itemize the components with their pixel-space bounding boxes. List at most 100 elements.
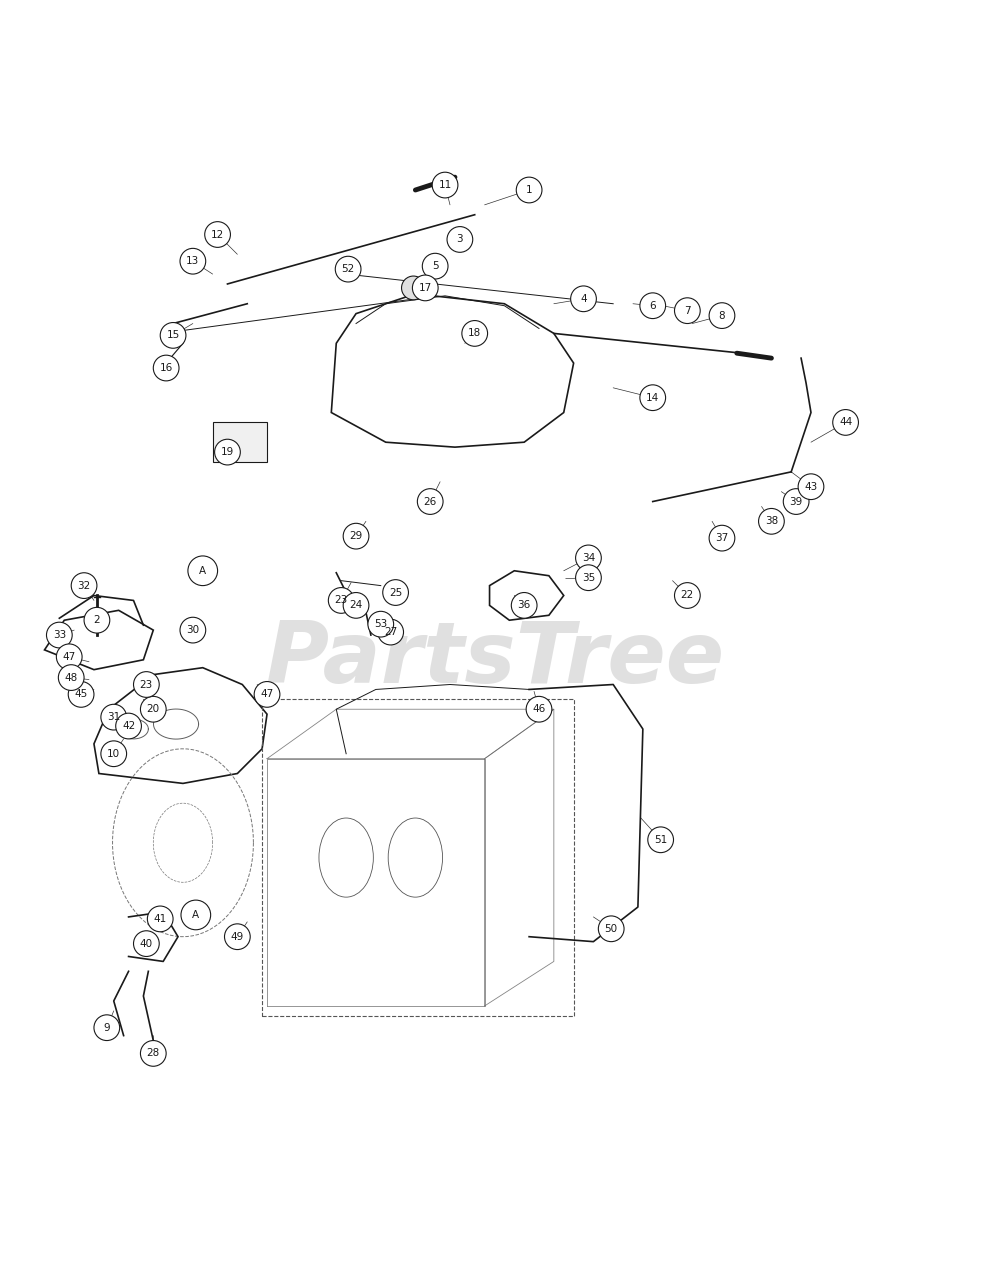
- Circle shape: [516, 177, 542, 202]
- Text: 18: 18: [468, 329, 482, 338]
- Circle shape: [412, 275, 438, 301]
- Text: A: A: [192, 910, 200, 920]
- Text: 49: 49: [230, 932, 244, 942]
- Text: 47: 47: [260, 690, 274, 699]
- Circle shape: [674, 582, 700, 608]
- Text: 29: 29: [349, 531, 363, 541]
- Circle shape: [84, 608, 110, 634]
- Circle shape: [648, 827, 674, 852]
- Circle shape: [101, 704, 127, 730]
- Circle shape: [798, 474, 824, 499]
- Circle shape: [71, 572, 97, 599]
- Text: PartsTree: PartsTree: [265, 618, 724, 701]
- Text: 34: 34: [582, 553, 595, 563]
- Text: 23: 23: [139, 680, 153, 690]
- Circle shape: [368, 612, 394, 637]
- Circle shape: [402, 276, 425, 300]
- Circle shape: [46, 622, 72, 648]
- Text: 13: 13: [186, 256, 200, 266]
- Circle shape: [378, 620, 404, 645]
- Circle shape: [153, 355, 179, 381]
- Text: 51: 51: [654, 835, 668, 845]
- Text: 26: 26: [423, 497, 437, 507]
- Circle shape: [254, 681, 280, 708]
- Text: 17: 17: [418, 283, 432, 293]
- Text: 7: 7: [684, 306, 690, 316]
- Text: 42: 42: [122, 721, 135, 731]
- Circle shape: [759, 508, 784, 534]
- Text: A: A: [199, 566, 207, 576]
- Text: 2: 2: [94, 616, 100, 625]
- Circle shape: [571, 285, 596, 311]
- Text: 15: 15: [166, 330, 180, 340]
- Text: 45: 45: [74, 690, 88, 699]
- Circle shape: [462, 320, 488, 347]
- Text: 24: 24: [349, 600, 363, 611]
- Circle shape: [215, 439, 240, 465]
- Text: 25: 25: [389, 588, 403, 598]
- Circle shape: [432, 173, 458, 198]
- Circle shape: [140, 696, 166, 722]
- Text: 9: 9: [104, 1023, 110, 1033]
- Text: 47: 47: [62, 652, 76, 662]
- Circle shape: [116, 713, 141, 739]
- Text: 12: 12: [211, 229, 225, 239]
- Circle shape: [188, 556, 218, 586]
- Bar: [213, 422, 267, 462]
- Text: 52: 52: [341, 264, 355, 274]
- Circle shape: [511, 593, 537, 618]
- Text: 53: 53: [374, 620, 388, 630]
- Circle shape: [709, 303, 735, 329]
- Circle shape: [526, 696, 552, 722]
- Circle shape: [58, 664, 84, 690]
- Circle shape: [147, 906, 173, 932]
- Text: 4: 4: [581, 294, 586, 303]
- Circle shape: [640, 385, 666, 411]
- Circle shape: [417, 489, 443, 515]
- Text: 35: 35: [582, 572, 595, 582]
- Circle shape: [181, 900, 211, 929]
- Text: 33: 33: [52, 630, 66, 640]
- Circle shape: [160, 323, 186, 348]
- Text: 6: 6: [650, 301, 656, 311]
- Text: 16: 16: [159, 364, 173, 372]
- Circle shape: [94, 1015, 120, 1041]
- Circle shape: [674, 298, 700, 324]
- Circle shape: [335, 256, 361, 282]
- Circle shape: [833, 410, 858, 435]
- Circle shape: [709, 525, 735, 550]
- Bar: [262, 699, 574, 1016]
- Text: 32: 32: [77, 581, 91, 590]
- Circle shape: [134, 931, 159, 956]
- Text: 28: 28: [146, 1048, 160, 1059]
- Circle shape: [101, 741, 127, 767]
- Circle shape: [447, 227, 473, 252]
- Text: 20: 20: [146, 704, 160, 714]
- Circle shape: [598, 916, 624, 942]
- Text: 22: 22: [680, 590, 694, 600]
- Text: 19: 19: [221, 447, 234, 457]
- Circle shape: [783, 489, 809, 515]
- Text: 40: 40: [139, 938, 153, 948]
- Text: 8: 8: [719, 311, 725, 320]
- Circle shape: [576, 564, 601, 590]
- Text: 36: 36: [517, 600, 531, 611]
- Circle shape: [56, 644, 82, 669]
- Text: 46: 46: [532, 704, 546, 714]
- Circle shape: [328, 588, 354, 613]
- Circle shape: [134, 672, 159, 698]
- Circle shape: [422, 253, 448, 279]
- Text: 41: 41: [153, 914, 167, 924]
- Circle shape: [383, 580, 408, 605]
- Text: 44: 44: [839, 417, 853, 428]
- Circle shape: [343, 593, 369, 618]
- Text: 39: 39: [789, 497, 803, 507]
- Text: 5: 5: [432, 261, 438, 271]
- Circle shape: [140, 1041, 166, 1066]
- Text: 23: 23: [334, 595, 348, 605]
- Circle shape: [640, 293, 666, 319]
- Text: 11: 11: [438, 180, 452, 189]
- Text: 3: 3: [457, 234, 463, 244]
- Text: 1: 1: [526, 186, 532, 195]
- Circle shape: [225, 924, 250, 950]
